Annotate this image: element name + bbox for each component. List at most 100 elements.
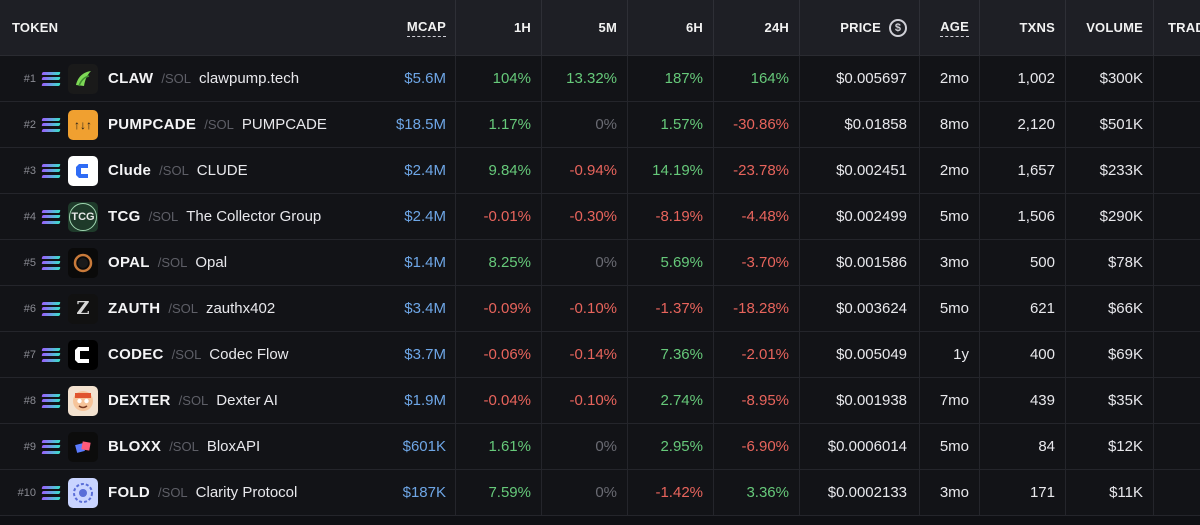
chain-label: /SOL <box>157 255 188 270</box>
trade-cell[interactable] <box>1153 470 1200 515</box>
token-cell[interactable]: #8 DEXTER /SOL Dexter AI <box>0 378 400 423</box>
bloxx-logo <box>68 431 98 462</box>
header-txns[interactable]: TXNS <box>979 0 1065 55</box>
token-symbol[interactable]: CODEC <box>108 346 164 363</box>
token-symbol[interactable]: FOLD <box>108 484 151 501</box>
trade-cell[interactable] <box>1153 240 1200 285</box>
table-row[interactable]: #6 Z ZAUTH /SOL zauthx402 $3.4M -0.09% -… <box>0 286 1200 332</box>
dexter-logo <box>68 385 98 416</box>
table-row[interactable]: #7 CODEC /SOL Codec Flow $3.7M -0.06% -0… <box>0 332 1200 378</box>
change-1h: 8.25% <box>455 240 541 285</box>
token-cell[interactable]: #2 ↑↓↑ PUMPCADE /SOL PUMPCADE <box>0 102 400 147</box>
chain-label: /SOL <box>148 209 179 224</box>
token-name[interactable]: The Collector Group <box>186 208 322 225</box>
change-6h: -1.37% <box>627 286 713 331</box>
chain-label: /SOL <box>159 163 189 178</box>
table-row[interactable]: #3 Clude /SOL CLUDE $2.4M 9.84% -0.94% 1… <box>0 148 1200 194</box>
change-6h: 14.19% <box>627 148 713 193</box>
token-cell[interactable]: #9 BLOXX /SOL BloxAPI <box>0 424 400 469</box>
header-6h[interactable]: 6H <box>627 0 713 55</box>
txns-value: 500 <box>979 240 1065 285</box>
dollar-coin-icon[interactable]: $ <box>889 18 907 37</box>
change-5m: 0% <box>541 424 627 469</box>
token-symbol[interactable]: ZAUTH <box>108 300 161 317</box>
mcap-value: $2.4M <box>404 208 446 225</box>
header-5m[interactable]: 5M <box>541 0 627 55</box>
change-1h: 1.17% <box>455 102 541 147</box>
trade-cell[interactable] <box>1153 56 1200 101</box>
table-row[interactable]: #4 TCG TCG /SOL The Collector Group $2.4… <box>0 194 1200 240</box>
txns-value: 84 <box>979 424 1065 469</box>
change-24h: -30.86% <box>713 102 799 147</box>
change-1h: -0.06% <box>455 332 541 377</box>
price-value: $0.005697 <box>799 56 919 101</box>
table-row[interactable]: #5 OPAL /SOL Opal $1.4M 8.25% 0% 5.69% -… <box>0 240 1200 286</box>
change-1h: 7.59% <box>455 470 541 515</box>
token-cell[interactable]: #1 CLAW /SOL clawpump.tech <box>0 56 400 101</box>
rank-number: #7 <box>23 348 36 361</box>
token-name[interactable]: Dexter AI <box>216 392 278 409</box>
token-symbol[interactable]: TCG <box>108 208 141 225</box>
token-cell[interactable]: #6 Z ZAUTH /SOL zauthx402 <box>0 286 400 331</box>
token-name[interactable]: clawpump.tech <box>198 70 300 87</box>
change-6h: 5.69% <box>627 240 713 285</box>
token-cell[interactable]: #3 Clude /SOL CLUDE <box>0 148 400 193</box>
price-value: $0.01858 <box>799 102 919 147</box>
rank-number: #9 <box>23 440 36 453</box>
token-symbol[interactable]: Clude <box>108 162 152 179</box>
change-6h: 1.57% <box>627 102 713 147</box>
change-6h: 2.95% <box>627 424 713 469</box>
trade-cell[interactable] <box>1153 424 1200 469</box>
token-cell[interactable]: #5 OPAL /SOL Opal <box>0 240 400 285</box>
trade-cell[interactable] <box>1153 148 1200 193</box>
token-name[interactable]: PUMPCADE <box>241 116 327 133</box>
header-trade[interactable]: TRAD <box>1153 0 1200 55</box>
token-cell[interactable]: #10 FOLD /SOL Clarity Protocol <box>0 470 400 515</box>
volume-value: $501K <box>1065 102 1153 147</box>
token-symbol[interactable]: CLAW <box>108 70 154 87</box>
zauth-logo: Z <box>68 293 98 324</box>
txns-value: 1,506 <box>979 194 1065 239</box>
token-name[interactable]: Opal <box>195 254 228 271</box>
change-24h: -2.01% <box>713 332 799 377</box>
change-1h: 9.84% <box>455 148 541 193</box>
mcap-value: $1.9M <box>404 392 446 409</box>
header-token[interactable]: TOKEN <box>12 20 59 35</box>
header-1h[interactable]: 1H <box>455 0 541 55</box>
token-cell[interactable]: #7 CODEC /SOL Codec Flow <box>0 332 400 377</box>
token-cell[interactable]: #4 TCG TCG /SOL The Collector Group <box>0 194 400 239</box>
token-name[interactable]: Codec Flow <box>209 346 289 363</box>
table-row[interactable]: #9 BLOXX /SOL BloxAPI $601K 1.61% 0% 2.9… <box>0 424 1200 470</box>
trade-cell[interactable] <box>1153 194 1200 239</box>
volume-value: $300K <box>1065 56 1153 101</box>
token-name[interactable]: zauthx402 <box>205 300 276 317</box>
rank-number: #4 <box>23 210 36 223</box>
table-row[interactable]: #2 ↑↓↑ PUMPCADE /SOL PUMPCADE $18.5M 1.1… <box>0 102 1200 148</box>
trade-cell[interactable] <box>1153 332 1200 377</box>
token-symbol[interactable]: OPAL <box>108 254 150 271</box>
table-row[interactable]: #10 FOLD /SOL Clarity Protocol $187K 7.5… <box>0 470 1200 516</box>
change-5m: 0% <box>541 470 627 515</box>
token-symbol[interactable]: PUMPCADE <box>108 116 197 133</box>
age-value: 5mo <box>919 286 979 331</box>
header-price[interactable]: PRICE $ <box>799 0 919 55</box>
trade-cell[interactable] <box>1153 286 1200 331</box>
token-name[interactable]: BloxAPI <box>206 438 261 455</box>
table-row[interactable]: #1 CLAW /SOL clawpump.tech $5.6M 104% 13… <box>0 56 1200 102</box>
token-symbol[interactable]: DEXTER <box>108 392 171 409</box>
token-name[interactable]: CLUDE <box>196 162 248 179</box>
header-24h[interactable]: 24H <box>713 0 799 55</box>
token-symbol[interactable]: BLOXX <box>108 438 162 455</box>
token-name[interactable]: Clarity Protocol <box>195 484 298 501</box>
header-volume[interactable]: VOLUME <box>1065 0 1153 55</box>
opal-logo <box>68 247 98 278</box>
header-mcap[interactable]: MCAP <box>400 0 455 55</box>
volume-value: $290K <box>1065 194 1153 239</box>
trade-cell[interactable] <box>1153 102 1200 147</box>
trade-cell[interactable] <box>1153 378 1200 423</box>
table-row[interactable]: #8 DEXTER /SOL Dexter AI $1.9M -0.04% -0… <box>0 378 1200 424</box>
rank-number: #2 <box>23 118 36 131</box>
header-age[interactable]: AGE <box>919 0 979 55</box>
txns-value: 439 <box>979 378 1065 423</box>
